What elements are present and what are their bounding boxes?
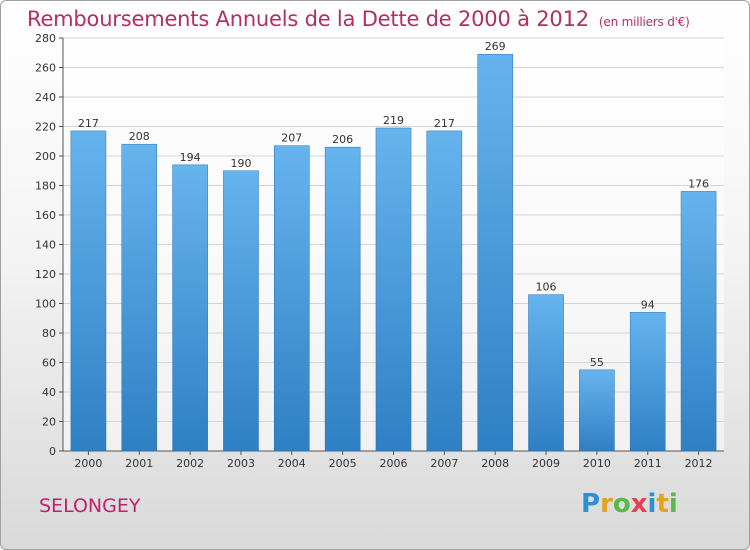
bar-2004: [274, 145, 310, 452]
x-tick-label: 2009: [532, 457, 560, 470]
y-tick-label: 80: [42, 327, 56, 340]
chart-unit-label: (en milliers d'€): [598, 15, 690, 29]
logo-letter: i: [647, 489, 657, 519]
bar-value-label: 55: [590, 356, 604, 369]
bar-2003: [223, 170, 259, 452]
bar-value-label: 208: [129, 130, 150, 143]
bar-value-label: 269: [485, 40, 506, 53]
x-tick-label: 2001: [125, 457, 153, 470]
x-tick-label: 2002: [176, 457, 204, 470]
y-tick-label: 240: [35, 91, 56, 104]
bar-2008: [477, 53, 513, 452]
logo-letter: P: [581, 489, 601, 519]
y-tick-label: 120: [35, 268, 56, 281]
y-tick-label: 40: [42, 386, 56, 399]
y-tick-label: 0: [49, 445, 56, 458]
chart-title: Remboursements Annuels de la Dette de 20…: [27, 7, 690, 31]
bar-2000: [70, 130, 107, 452]
bar-value-label: 176: [688, 177, 709, 190]
y-tick-label: 220: [35, 121, 56, 134]
y-tick-label: 260: [35, 62, 56, 75]
bar-2012: [680, 191, 717, 452]
bar-value-label: 207: [281, 132, 302, 145]
bar-2007: [426, 130, 463, 452]
bar-value-label: 217: [434, 117, 455, 130]
y-tick-label: 20: [42, 416, 56, 429]
x-tick-label: 2005: [329, 457, 357, 470]
x-tick-label: 2007: [430, 457, 458, 470]
x-tick-label: 2012: [685, 457, 713, 470]
bar-value-label: 94: [641, 298, 655, 311]
bar-value-label: 190: [230, 157, 251, 170]
bar-2005: [324, 146, 361, 452]
y-tick-label: 180: [35, 180, 56, 193]
x-tick-label: 2003: [227, 457, 255, 470]
bar-2002: [172, 164, 208, 452]
bar-2006: [375, 127, 412, 452]
x-tick-label: 2011: [634, 457, 662, 470]
bars: [70, 53, 717, 452]
y-tick-label: 60: [42, 357, 56, 370]
bar-2010: [579, 369, 615, 452]
x-tick-label: 2000: [74, 457, 102, 470]
y-tick-label: 200: [35, 150, 56, 163]
x-tick-label: 2010: [583, 457, 611, 470]
y-tick-label: 100: [35, 298, 56, 311]
bar-value-label: 206: [332, 133, 353, 146]
x-tick-label: 2008: [481, 457, 509, 470]
logo-letter: i: [668, 489, 678, 519]
logo-letter: r: [600, 489, 613, 519]
chart-title-text: Remboursements Annuels de la Dette de 20…: [27, 7, 589, 31]
bar-2011: [629, 312, 666, 452]
bar-value-label: 217: [78, 117, 99, 130]
x-tick-label: 2004: [278, 457, 306, 470]
location-name: SELONGEY: [39, 495, 141, 517]
x-tick-label: 2006: [380, 457, 408, 470]
y-tick-label: 140: [35, 239, 56, 252]
proxiti-logo[interactable]: Proxiti: [581, 489, 678, 519]
bar-2001: [121, 143, 158, 452]
bar-2009: [528, 294, 564, 452]
logo-letter: o: [612, 489, 631, 519]
y-tick-label: 160: [35, 209, 56, 222]
axes: 0 20 40 60 80 100 120 140 160 180 200 220 240 260 280 2…: [35, 32, 724, 470]
bar-value-label: 194: [180, 151, 201, 164]
bar-value-label: 106: [536, 281, 557, 294]
bar-value-label: 219: [383, 114, 404, 127]
logo-letter: x: [630, 489, 648, 519]
data-labels: 217 208 194 190 207 206 219 217 269 106 55 94 176: [78, 40, 709, 369]
y-tick-label: 280: [35, 32, 56, 45]
logo-letter: t: [656, 489, 669, 519]
